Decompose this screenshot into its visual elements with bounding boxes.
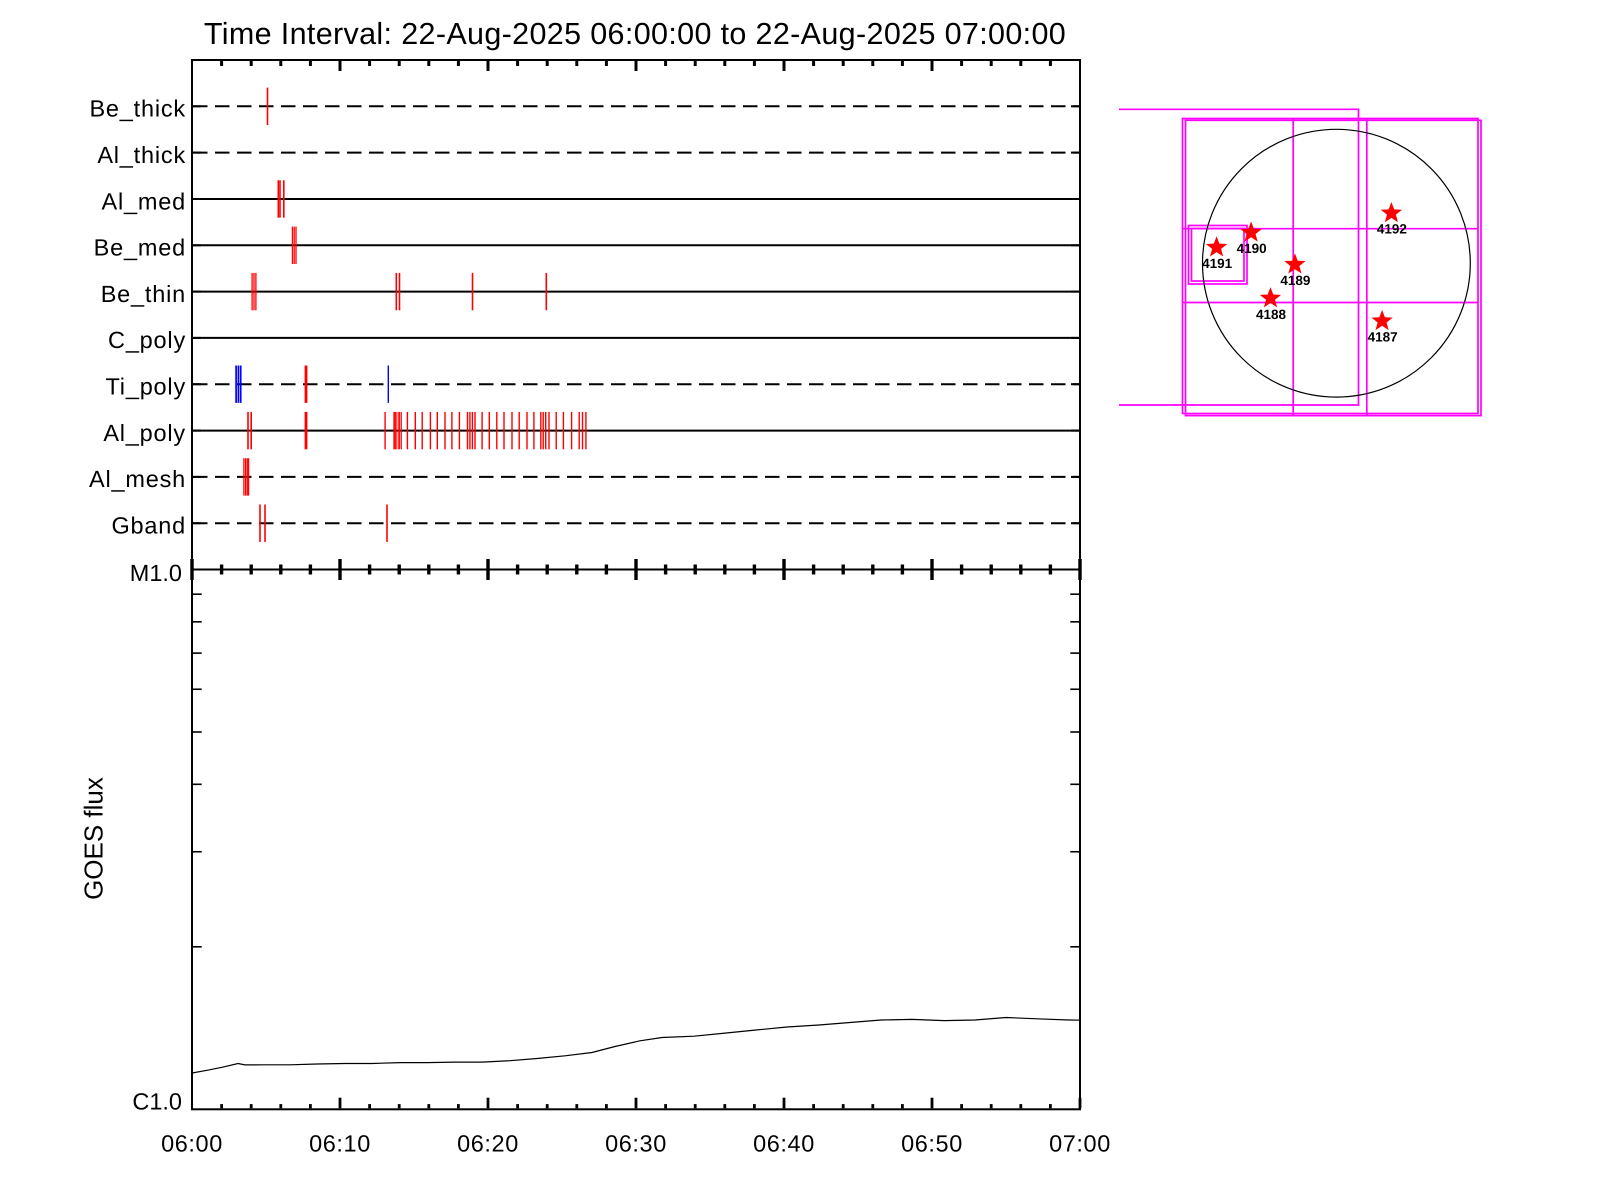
svg-text:Al_med: Al_med — [102, 188, 186, 214]
svg-text:Gband: Gband — [111, 513, 186, 539]
svg-text:4188: 4188 — [1256, 307, 1287, 322]
svg-text:Be_med: Be_med — [94, 235, 186, 261]
svg-text:06:00: 06:00 — [161, 1130, 223, 1156]
svg-text:Al_thick: Al_thick — [97, 142, 186, 168]
svg-text:C1.0: C1.0 — [132, 1089, 182, 1115]
svg-text:C_poly: C_poly — [108, 327, 186, 353]
svg-text:06:50: 06:50 — [901, 1130, 963, 1156]
svg-text:4187: 4187 — [1368, 330, 1398, 345]
svg-text:06:20: 06:20 — [457, 1130, 519, 1156]
svg-text:4189: 4189 — [1280, 273, 1310, 288]
svg-text:06:40: 06:40 — [753, 1130, 815, 1156]
svg-text:4192: 4192 — [1377, 222, 1407, 237]
svg-text:Al_poly: Al_poly — [103, 420, 186, 446]
svg-text:Be_thick: Be_thick — [89, 96, 186, 122]
svg-text:GOES flux: GOES flux — [79, 777, 109, 900]
svg-text:06:30: 06:30 — [605, 1130, 667, 1156]
svg-text:Ti_poly: Ti_poly — [106, 374, 186, 400]
svg-text:Al_mesh: Al_mesh — [89, 466, 186, 492]
svg-text:Time Interval: 22-Aug-2025 06:: Time Interval: 22-Aug-2025 06:00:00 to 2… — [204, 17, 1066, 51]
svg-text:Be_thin: Be_thin — [101, 281, 186, 307]
svg-text:07:00: 07:00 — [1049, 1130, 1111, 1156]
svg-text:4191: 4191 — [1202, 256, 1233, 271]
svg-text:M1.0: M1.0 — [130, 560, 182, 586]
svg-text:4190: 4190 — [1237, 241, 1267, 256]
svg-text:06:10: 06:10 — [309, 1130, 371, 1156]
